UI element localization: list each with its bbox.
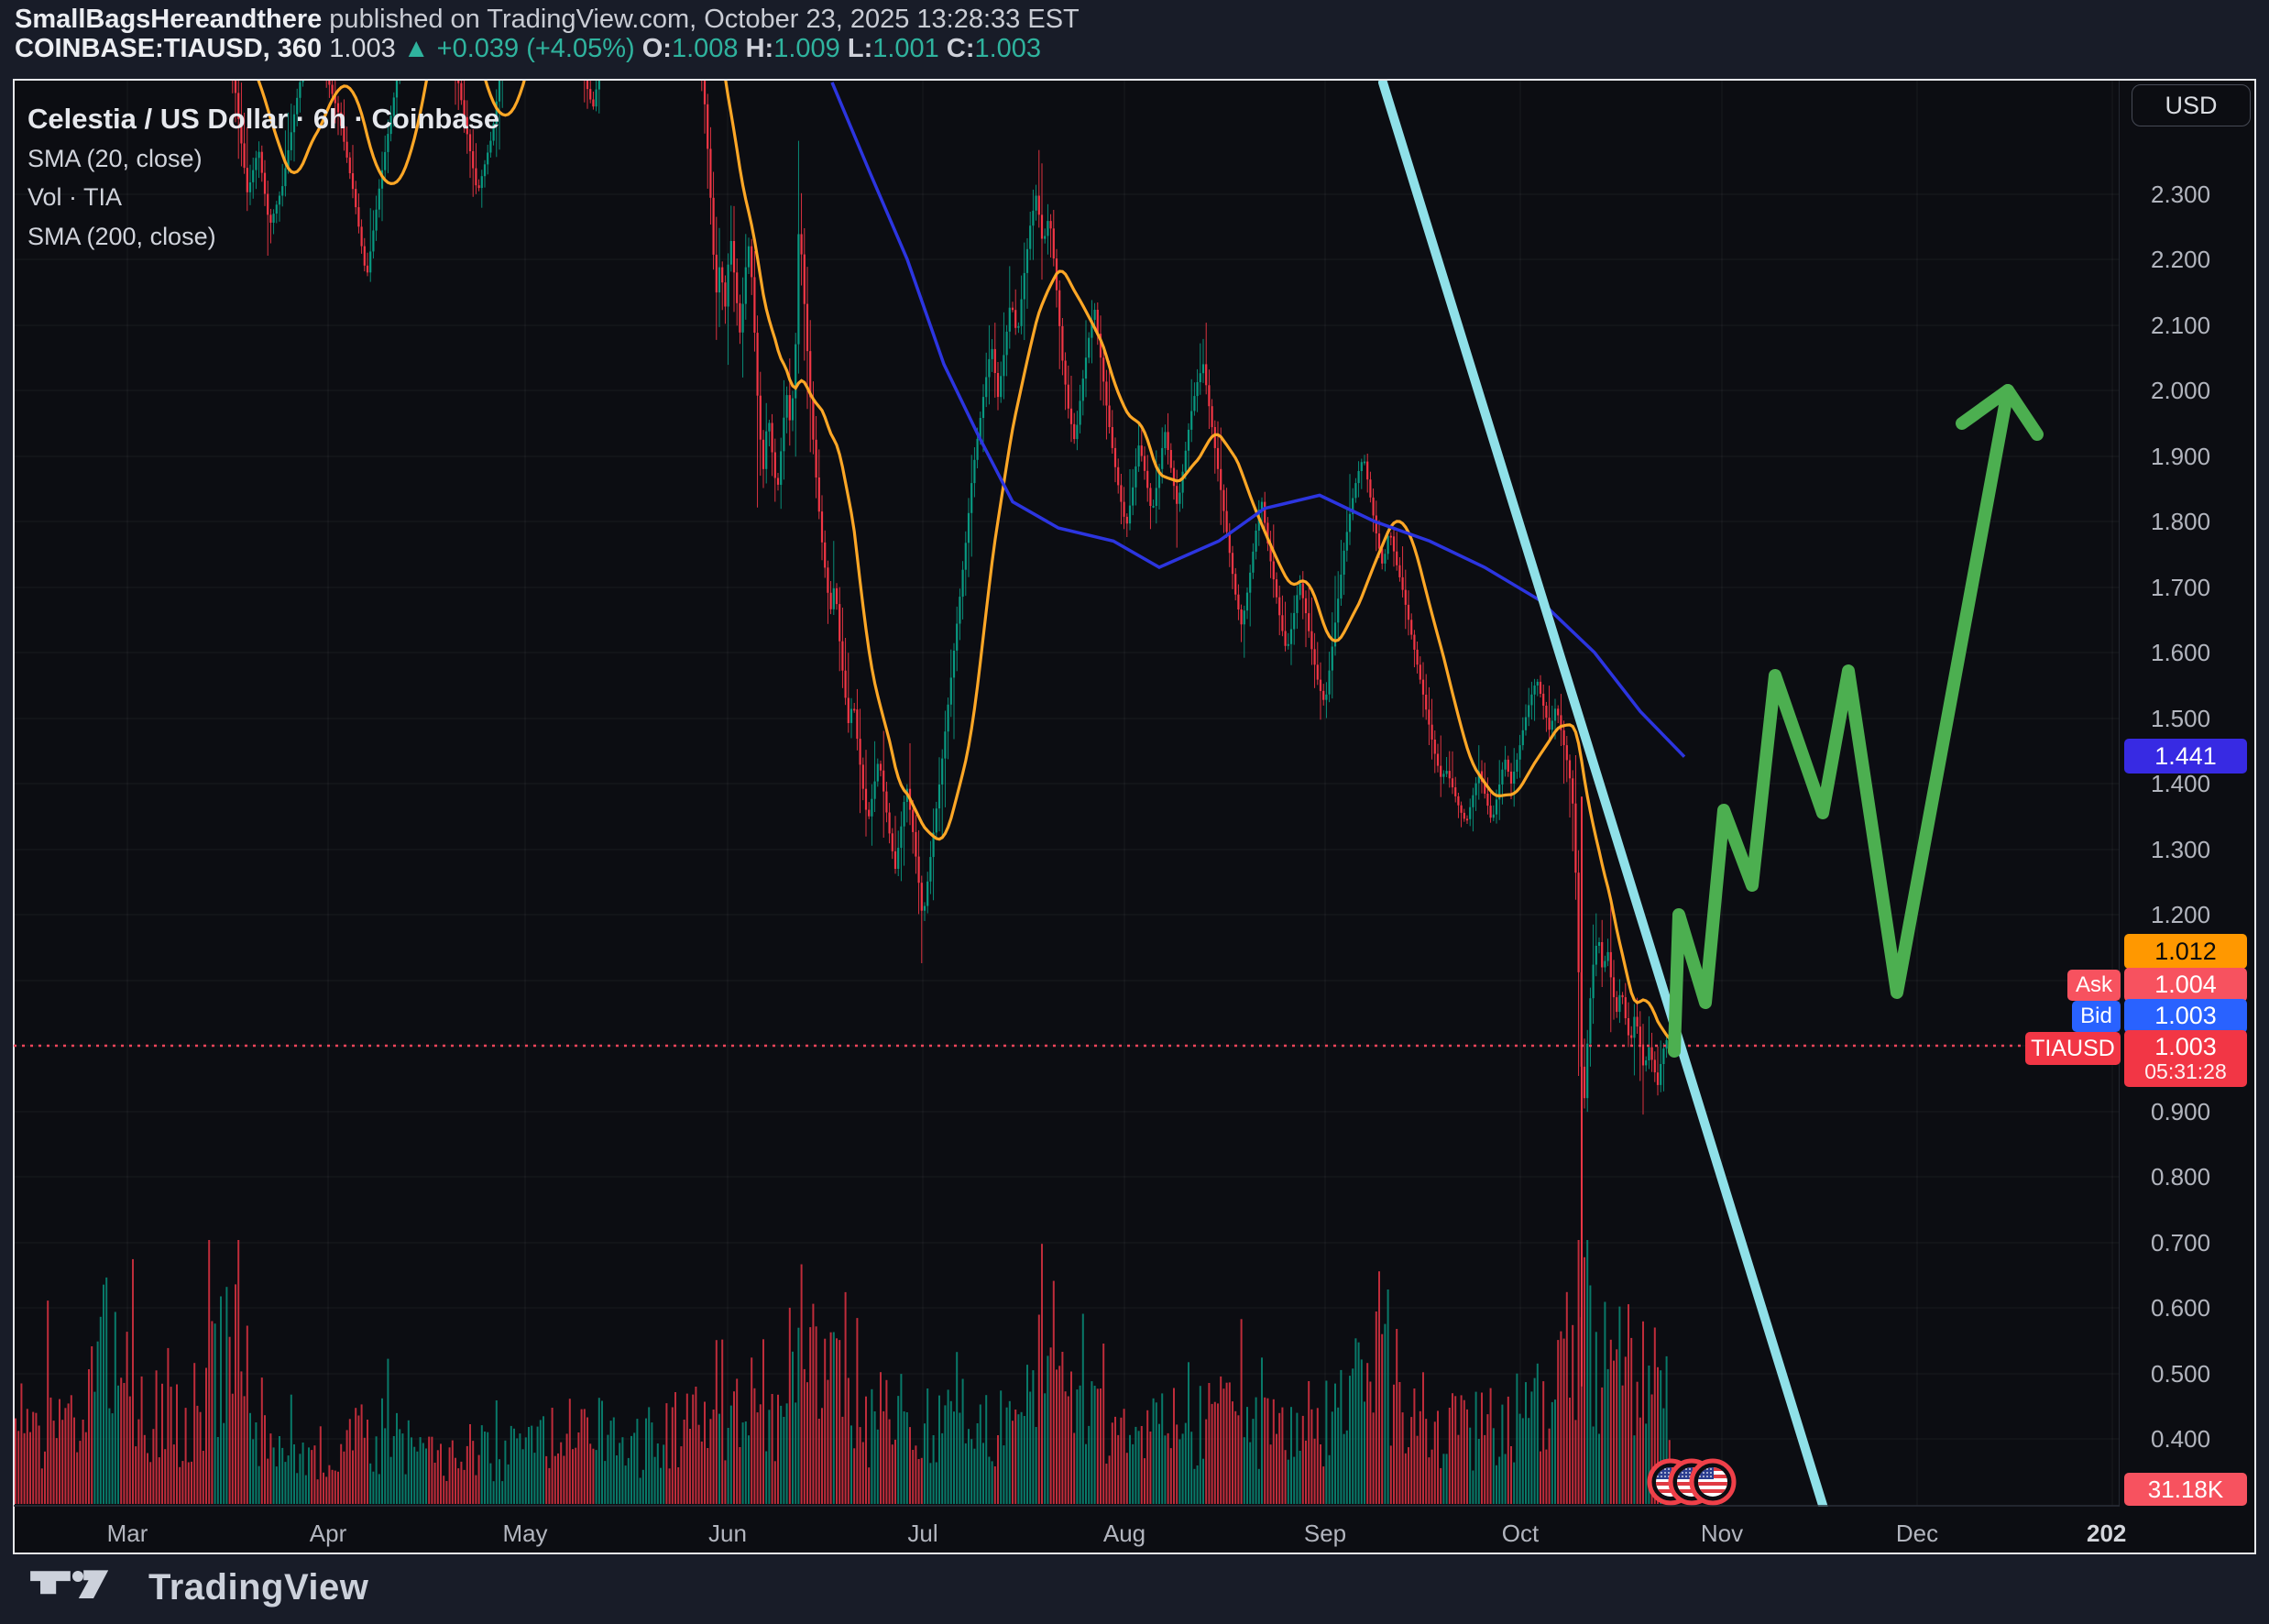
- price-tick-label: 1.400: [2151, 770, 2211, 797]
- currency-toggle-button[interactable]: USD: [2132, 84, 2251, 126]
- high-label: H:: [745, 34, 774, 63]
- month-axis-label: Dec: [1895, 1520, 1939, 1547]
- month-axis-label: May: [502, 1520, 548, 1547]
- open-value: 1.008: [671, 34, 739, 63]
- month-axis-label: Nov: [1700, 1520, 1744, 1547]
- bar-countdown: 05:31:28: [2144, 1059, 2227, 1084]
- low-value: 1.001: [872, 34, 939, 63]
- volume-value-label: 31.18K: [2124, 1473, 2247, 1506]
- tradingview-logo-text: TradingView: [148, 1566, 369, 1608]
- ask-tag: Ask: [2067, 970, 2121, 1001]
- month-axis-label: Mar: [106, 1520, 148, 1547]
- legend-symbol-title[interactable]: Celestia / US Dollar · 6h · Coinbase: [27, 103, 500, 135]
- price-tick-label: 1.700: [2151, 574, 2211, 601]
- price-tick-label: 2.000: [2151, 377, 2211, 404]
- price-tick-label: 1.500: [2151, 705, 2211, 732]
- month-axis-label: Aug: [1102, 1520, 1146, 1547]
- price-tick-label: 1.900: [2151, 443, 2211, 470]
- chart-frame: [13, 79, 2256, 1554]
- price-tick-label: 0.900: [2151, 1098, 2211, 1125]
- legend-volume[interactable]: Vol · TIA: [27, 183, 123, 211]
- price-tick-label: 0.400: [2151, 1425, 2211, 1453]
- price-tick-label: 0.800: [2151, 1163, 2211, 1191]
- open-label: O:: [641, 34, 672, 63]
- price-tick-label: 1.200: [2151, 901, 2211, 928]
- price-tick-label: 1.600: [2151, 639, 2211, 666]
- publish-info-line: SmallBagsHereandthere published on Tradi…: [15, 5, 1080, 35]
- close-label: C:: [946, 34, 975, 63]
- price-tick-label: 2.100: [2151, 312, 2211, 339]
- tradingview-logo[interactable]: TradingView: [27, 1565, 368, 1609]
- price-tick-label: 1.800: [2151, 508, 2211, 535]
- symbol-tag: TIAUSD: [2025, 1032, 2121, 1065]
- last-price-label: 1.003 05:31:28: [2124, 1030, 2247, 1087]
- symbol-ohlc-line: COINBASE:TIAUSD, 360 1.003 ▲ +0.039 (+4.…: [15, 34, 1041, 64]
- month-axis-label: Sep: [1303, 1520, 1347, 1547]
- low-label: L:: [847, 34, 873, 63]
- publish-meta: published on TradingView.com, October 23…: [322, 5, 1080, 34]
- month-axis-label: Apr: [309, 1520, 347, 1547]
- price-tick-label: 0.500: [2151, 1360, 2211, 1388]
- legend-sma200[interactable]: SMA (200, close): [27, 223, 216, 250]
- sma20-price-label: 1.012: [2124, 934, 2247, 969]
- price-tick-label: 2.300: [2151, 181, 2211, 208]
- bid-price-label: 1.003: [2124, 999, 2247, 1033]
- legend-sma20[interactable]: SMA (20, close): [27, 145, 203, 172]
- author-name: SmallBagsHereandthere: [15, 5, 323, 34]
- month-axis-label: Jul: [907, 1520, 938, 1547]
- flag-marker-icon: [1689, 1458, 1737, 1506]
- close-value: 1.003: [974, 34, 1042, 63]
- tradingview-logo-icon: [30, 1570, 109, 1598]
- sma200-price-label: 1.441: [2124, 739, 2247, 774]
- bid-tag: Bid: [2072, 1001, 2121, 1032]
- ask-price-label: 1.004: [2124, 968, 2247, 1002]
- month-axis-label: Oct: [1501, 1520, 1540, 1547]
- last-price: 1.003: [329, 34, 396, 63]
- high-value: 1.009: [773, 34, 840, 63]
- year-axis-label: 202: [2087, 1520, 2127, 1547]
- symbol-name: COINBASE:TIAUSD, 360: [15, 34, 323, 63]
- up-arrow-icon: ▲: [402, 34, 430, 63]
- price-tick-label: 0.600: [2151, 1294, 2211, 1322]
- price-tick-label: 1.300: [2151, 836, 2211, 863]
- price-change: +0.039 (+4.05%): [436, 34, 635, 63]
- price-tick-label: 2.200: [2151, 246, 2211, 273]
- month-axis-label: Jun: [708, 1520, 747, 1547]
- last-price-value: 1.003: [2154, 1032, 2217, 1060]
- price-tick-label: 0.700: [2151, 1229, 2211, 1256]
